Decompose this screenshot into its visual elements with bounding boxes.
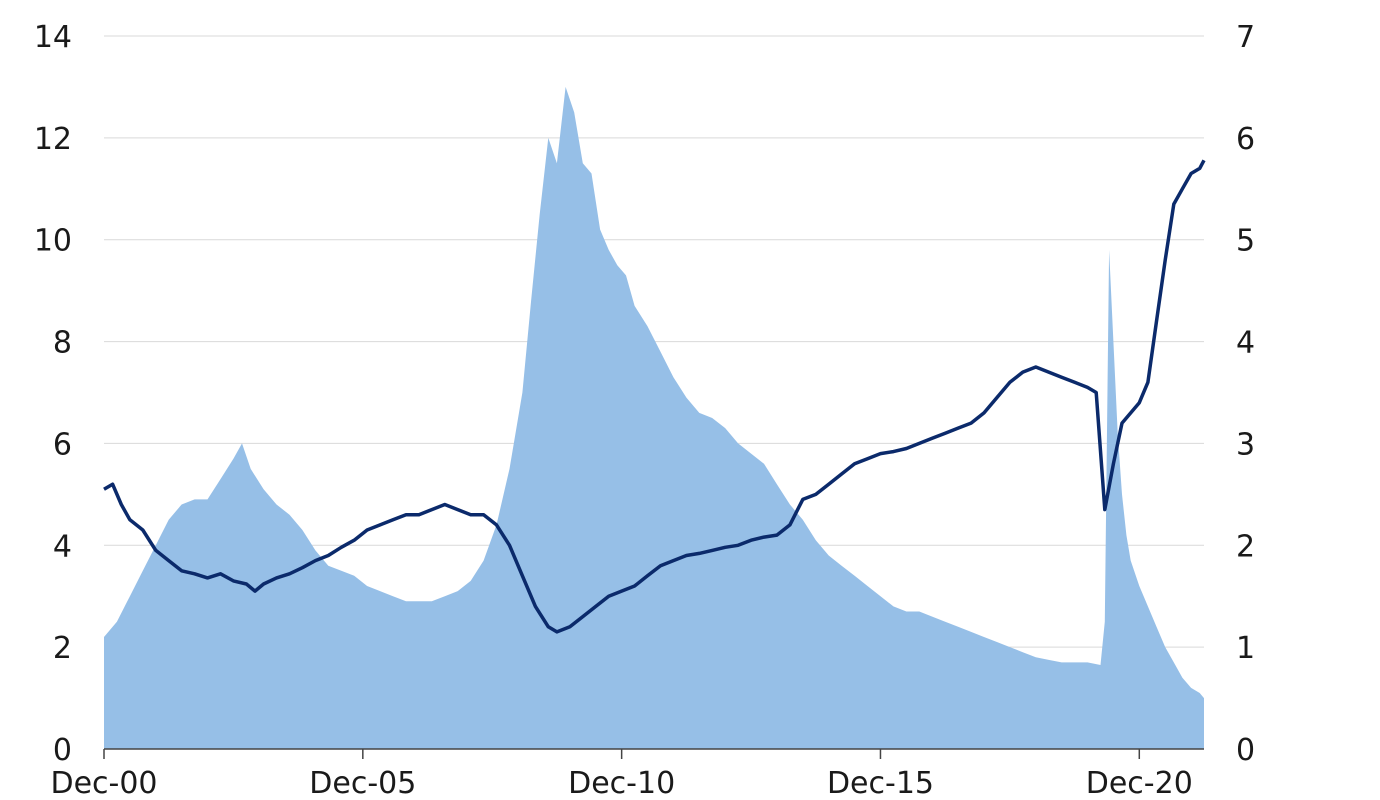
area-series <box>104 86 1204 749</box>
x-axis-tick-label: Dec-00 <box>50 766 157 800</box>
right-axis-tick-label: 0 <box>1236 733 1255 768</box>
x-axis-tick-label: Dec-15 <box>827 766 934 800</box>
right-axis-tick-label: 3 <box>1236 427 1255 462</box>
area-series-layer <box>104 86 1204 749</box>
right-axis-tick-label: 4 <box>1236 326 1255 361</box>
right-axis-tick-label: 5 <box>1236 224 1255 259</box>
right-axis-tick-label: 2 <box>1236 529 1255 564</box>
x-axis-ticks: Dec-00 Dec-05 Dec-10 Dec-15 Dec-20 <box>50 749 1193 800</box>
right-axis-tick-label: 6 <box>1236 122 1255 157</box>
left-axis-tick-label: 0 <box>53 733 72 768</box>
left-axis-tick-label: 2 <box>53 631 72 666</box>
right-axis-tick-label: 7 <box>1236 20 1255 55</box>
left-axis-tick-label: 12 <box>34 122 72 157</box>
x-axis-tick-label: Dec-10 <box>568 766 675 800</box>
left-axis-tick-label: 8 <box>53 326 72 361</box>
x-axis-tick-label: Dec-05 <box>309 766 416 800</box>
right-axis-tick-label: 1 <box>1236 631 1255 666</box>
left-axis-tick-label: 14 <box>34 20 72 55</box>
right-axis-tick-labels: 0 1 2 3 4 5 6 7 <box>1236 20 1255 768</box>
x-axis-tick-label: Dec-20 <box>1086 766 1193 800</box>
left-axis-tick-label: 6 <box>53 427 72 462</box>
line-series-layer <box>103 159 1206 634</box>
left-axis-tick-label: 4 <box>53 529 72 564</box>
left-axis-tick-label: 10 <box>34 224 72 259</box>
line-series <box>103 159 1206 634</box>
left-axis-tick-labels: 0 2 4 6 8 10 12 14 <box>34 20 72 768</box>
